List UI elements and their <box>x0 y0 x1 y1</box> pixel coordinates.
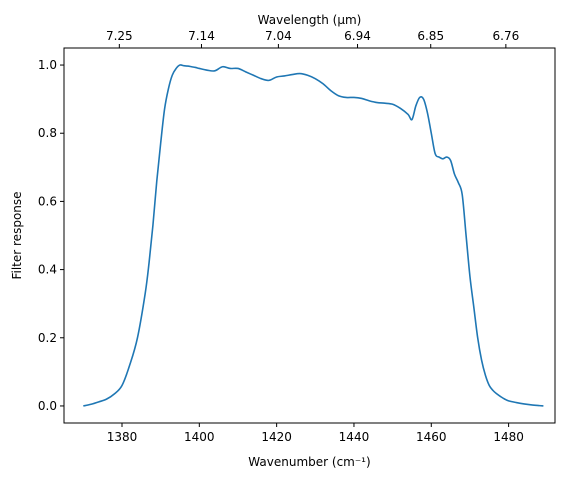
top-x-tick-label: 6.76 <box>493 29 520 43</box>
top-x-tick-label: 6.94 <box>344 29 371 43</box>
x-tick-label: 1400 <box>184 430 215 444</box>
x-tick-label: 1480 <box>493 430 524 444</box>
x-tick-label: 1420 <box>261 430 292 444</box>
x-axis-title: Wavenumber (cm⁻¹) <box>248 455 370 469</box>
x-tick-label: 1440 <box>339 430 370 444</box>
y-tick-label: 0.6 <box>38 194 57 208</box>
top-x-tick-label: 6.85 <box>417 29 444 43</box>
y-tick-label: 1.0 <box>38 58 57 72</box>
axes-frame <box>63 47 556 424</box>
top-x-axis-title: Wavelength (μm) <box>258 13 362 27</box>
y-tick-label: 0.2 <box>38 331 57 345</box>
y-tick-label: 0.0 <box>38 399 57 413</box>
y-tick-label: 0.4 <box>38 263 57 277</box>
plot-area <box>83 64 544 407</box>
y-tick-label: 0.8 <box>38 126 57 140</box>
series-line <box>83 64 544 407</box>
tick-layer: 1380 1400 1420 1440 1460 1480 0.0 0.2 0.4 0.6 0.8 1… <box>38 29 524 444</box>
top-x-tick-label: 7.14 <box>188 29 215 43</box>
x-tick-label: 1460 <box>416 430 447 444</box>
x-tick-label: 1380 <box>107 430 138 444</box>
top-x-tick-label: 7.25 <box>106 29 133 43</box>
y-axis-title: Filter response <box>10 191 24 279</box>
top-x-tick-label: 7.04 <box>265 29 292 43</box>
